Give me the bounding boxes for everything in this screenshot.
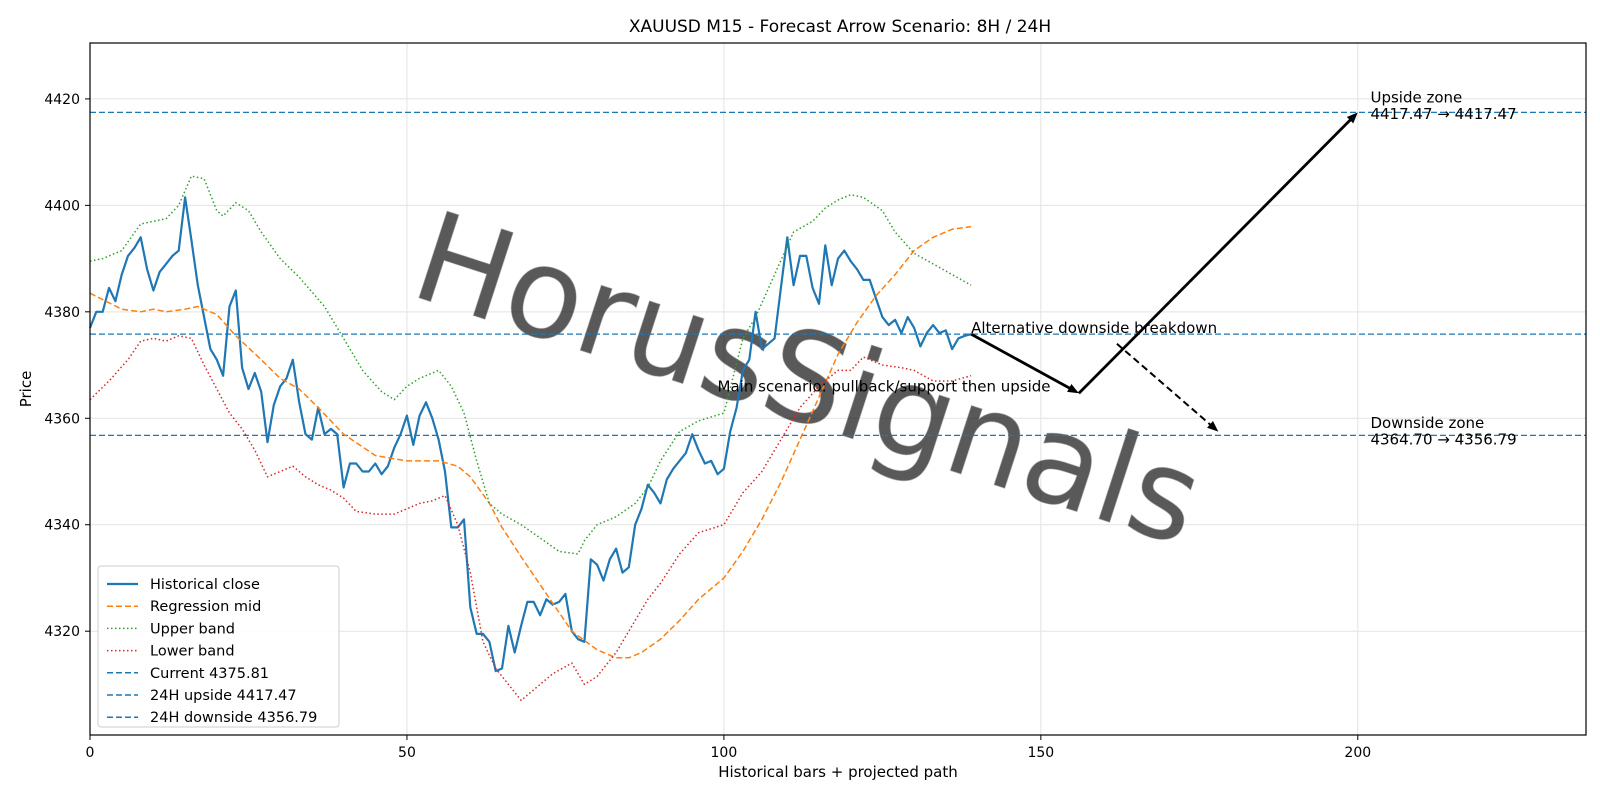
chart-title: XAUUSD M15 - Forecast Arrow Scenario: 8H… [629, 17, 1051, 37]
arrow-shaft-main-upside [1077, 117, 1353, 395]
annotation-downside-zone-title: Downside zone [1370, 414, 1484, 432]
x-tick-label-3: 150 [1027, 745, 1054, 761]
legend-label-3: Lower band [150, 644, 235, 660]
legend-label-4: Current 4375.81 [150, 666, 269, 682]
legend-label-6: 24H downside 4356.79 [150, 710, 317, 726]
annotation-upside-zone-title: Upside zone [1370, 89, 1462, 107]
arrow-head-main-upside [1346, 112, 1358, 124]
y-axis-label: Price [17, 371, 35, 408]
scenario-arrows [970, 112, 1358, 432]
y-tick-label-4: 4400 [44, 198, 80, 214]
series-line-1 [89, 225, 972, 659]
x-tick-label-4: 200 [1344, 745, 1371, 761]
reference-lines [90, 111, 1586, 437]
x-tick-label-0: 0 [86, 745, 95, 761]
legend: Historical close Regression mid Upper band… [97, 565, 340, 728]
arrow-head-alternative-downside [1207, 420, 1219, 432]
annotation-main: Main scenario: pullback/support then ups… [718, 378, 1051, 396]
annotation-downside-zone-range: 4364.70 → 4356.79 [1370, 430, 1516, 448]
x-axis-label: Historical bars + projected path [718, 763, 958, 781]
grid-lines [89, 43, 1586, 735]
legend-label-5: 24H upside 4417.47 [150, 688, 297, 704]
y-tick-label-0: 4320 [44, 624, 80, 640]
y-tick-label-3: 4380 [44, 305, 80, 321]
axis-ticks: 0 50 100 150 200 4320 4340 4360 4380 4400 4420 [44, 92, 1371, 761]
legend-label-1: Regression mid [150, 599, 261, 615]
arrow-shaft-main-pullback [970, 332, 1072, 391]
annotation-upside-zone-range: 4417.47 → 4417.47 [1370, 105, 1516, 123]
annotation-alternative: Alternative downside breakdown [971, 319, 1217, 337]
y-tick-label-1: 4340 [44, 518, 80, 534]
plot-frame [89, 42, 1587, 736]
legend-label-0: Historical close [150, 577, 260, 593]
legend-box [97, 565, 340, 728]
x-tick-label-1: 50 [398, 745, 416, 761]
series-lines [88, 175, 972, 702]
series-line-2 [89, 175, 972, 555]
y-tick-label-2: 4360 [44, 411, 80, 427]
y-tick-label-5: 4420 [44, 92, 80, 108]
arrow-head-main-pullback [1067, 384, 1079, 394]
arrow-shaft-alternative-downside [1116, 342, 1213, 427]
x-tick-label-2: 100 [711, 745, 738, 761]
legend-label-2: Upper band [150, 621, 235, 637]
series-line-0 [88, 196, 972, 673]
